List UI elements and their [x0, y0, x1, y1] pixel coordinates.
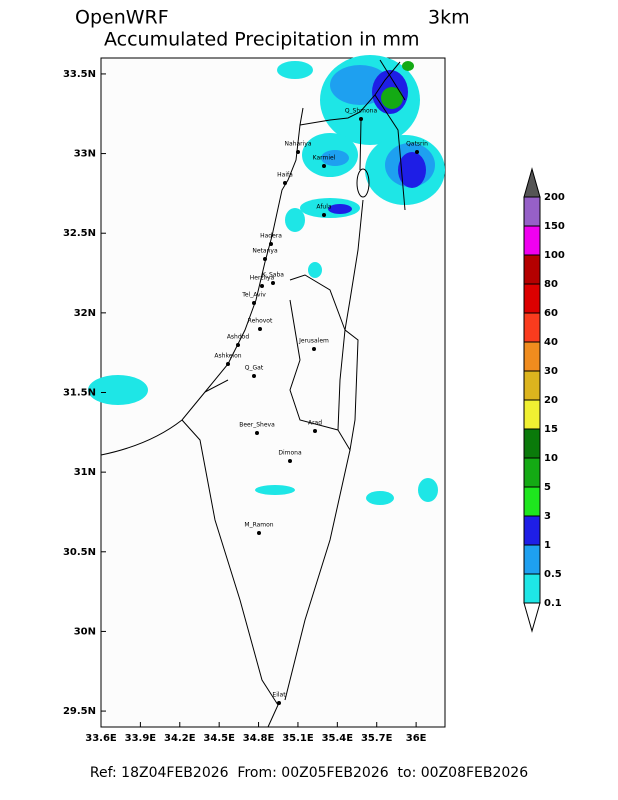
colorbar-below	[523, 602, 541, 633]
x-tick-label: 34.8E	[243, 733, 275, 744]
colorbar-label: 150	[544, 221, 565, 232]
city-dot	[258, 327, 262, 331]
city-dot	[271, 281, 275, 285]
city-label: Ashdod	[227, 334, 250, 341]
colorbar-box	[523, 515, 541, 546]
y-tick-label: 33.5N	[63, 69, 96, 80]
resolution: 3km	[428, 7, 470, 29]
city-dot	[313, 429, 317, 433]
colorbar-label: 10	[544, 453, 558, 464]
colorbar-label: 20	[544, 395, 558, 406]
city-dot	[288, 459, 292, 463]
x-tick-label: 35.4E	[322, 733, 354, 744]
colorbar-label: 0.5	[544, 569, 562, 580]
colorbar-box	[523, 486, 541, 517]
x-tick-label: 33.6E	[85, 733, 117, 744]
colorbar-label: 80	[544, 279, 558, 290]
city-dot	[252, 374, 256, 378]
colorbar-label: 15	[544, 424, 558, 435]
y-tick-label: 29.5N	[63, 706, 96, 717]
city-dot	[312, 347, 316, 351]
colorbar-label: 200	[544, 192, 565, 203]
city-label: Eilat	[272, 692, 286, 699]
y-tick-label: 30.5N	[63, 547, 96, 558]
colorbar-label: 1	[544, 540, 551, 551]
city-dot	[236, 343, 240, 347]
model-name: OpenWRF	[75, 7, 169, 29]
city-label: Herzliya	[250, 275, 275, 282]
x-tick-label: 36E	[406, 733, 427, 744]
city-dot	[260, 284, 264, 288]
city-dot	[269, 242, 273, 246]
y-tick-label: 31.5N	[63, 388, 96, 399]
city-label: Dimona	[278, 450, 302, 457]
city-dot	[322, 164, 326, 168]
x-tick-label: 35.7E	[361, 733, 393, 744]
city-label: Haifa	[277, 172, 293, 179]
colorbar-box	[523, 544, 541, 575]
city-dot	[257, 531, 261, 535]
city-dot	[283, 181, 287, 185]
colorbar-box	[523, 457, 541, 488]
colorbar-label: 40	[544, 337, 558, 348]
borders	[100, 59, 406, 728]
city-dot	[415, 150, 419, 154]
colorbar-box	[523, 254, 541, 285]
y-tick-label: 32.5N	[63, 228, 96, 239]
city-label: Ashkelon	[214, 353, 241, 360]
colorbar-label: 3	[544, 511, 551, 522]
city-dot	[255, 431, 259, 435]
colorbar-box	[523, 312, 541, 343]
city-dot	[252, 301, 256, 305]
city-dot	[296, 150, 300, 154]
colorbar-label: 60	[544, 308, 558, 319]
city-dot	[322, 213, 326, 217]
city-dot	[263, 257, 267, 261]
x-tick-label: 33.9E	[125, 733, 157, 744]
city-label: Beer_Sheva	[239, 422, 275, 429]
colorbar-label: 30	[544, 366, 558, 377]
colorbar-box	[523, 196, 541, 227]
y-tick-label: 33N	[74, 149, 96, 160]
x-tick-label: 34.2E	[164, 733, 196, 744]
colorbar-box	[523, 283, 541, 314]
y-tick-label: 31N	[74, 467, 96, 478]
city-dot	[359, 117, 363, 121]
y-tick-label: 32N	[74, 308, 96, 319]
colorbar-box	[523, 370, 541, 401]
footer: Ref: 18Z04FEB2026 From: 00Z05FEB2026 to:…	[90, 765, 528, 781]
city-label: Qatsrin	[406, 141, 428, 148]
colorbar-label: 0.1	[544, 598, 562, 609]
y-tick-label: 30N	[74, 626, 96, 637]
colorbar-box	[523, 341, 541, 372]
city-label: K_Saba	[262, 272, 284, 279]
city-label: Karmiel	[313, 155, 336, 162]
colorbar-label: 100	[544, 250, 565, 261]
city-label: M_Ramon	[244, 522, 273, 529]
city-label: Tel_Aviv	[241, 292, 266, 299]
map-title: Accumulated Precipitation in mm	[104, 29, 420, 51]
city-label: Afula	[316, 204, 331, 211]
city-label: Hadera	[260, 233, 282, 240]
city-label: Arad	[308, 420, 322, 427]
city-label: Rehovot	[248, 318, 273, 325]
colorbar-box	[523, 573, 541, 604]
colorbar-box	[523, 428, 541, 459]
city-label: Netanya	[252, 248, 278, 255]
x-tick-label: 35.1E	[282, 733, 314, 744]
colorbar-above	[523, 167, 541, 198]
city-label: Jerusalem	[298, 338, 329, 345]
city-label: Q_Shmona	[345, 108, 378, 115]
city-dot	[226, 362, 230, 366]
colorbar-box	[523, 399, 541, 430]
city-dot	[277, 701, 281, 705]
colorbar-box	[523, 225, 541, 256]
colorbar-label: 5	[544, 482, 551, 493]
x-tick-label: 34.5E	[203, 733, 235, 744]
city-label: Q_Gat	[245, 365, 264, 372]
city-label: Nahariya	[284, 141, 311, 148]
